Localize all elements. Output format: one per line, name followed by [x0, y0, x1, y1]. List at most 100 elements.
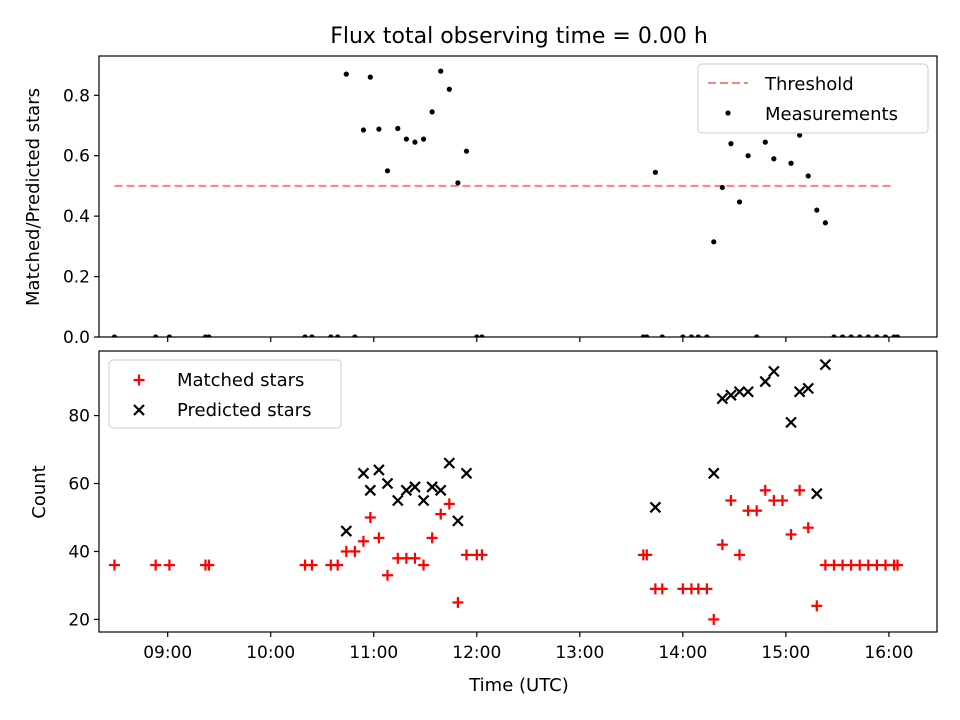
y-tick-label: 0.2 — [63, 268, 90, 288]
measurement-point — [745, 153, 751, 159]
matched-star-marker — [759, 484, 771, 496]
predicted-star-marker — [716, 392, 729, 405]
measurement-point — [343, 71, 349, 77]
predicted-star-marker — [649, 501, 662, 514]
measurement-point — [153, 334, 159, 337]
matched-star-marker — [108, 559, 120, 571]
matched-star-marker — [203, 559, 215, 571]
measurement-point — [395, 125, 401, 132]
x-tick-label: 13:00 — [555, 643, 604, 663]
legend-measurements-label: Measurements — [765, 104, 898, 125]
predicted-star-marker — [742, 385, 754, 398]
predicted-star-marker — [373, 464, 385, 476]
legend: Matched stars Predicted stars — [108, 359, 342, 429]
chart-title: Flux total observing time = 0.00 h — [330, 24, 708, 49]
y-tick-label: 20 — [68, 610, 90, 630]
measurement-point — [403, 136, 409, 142]
x-tick-label: 12:00 — [452, 643, 501, 663]
measurement-point — [754, 334, 760, 337]
measurement-point — [367, 74, 373, 80]
measurement-point — [719, 184, 725, 191]
measurement-point — [848, 334, 854, 337]
y-tick-label: 0.8 — [63, 86, 90, 106]
measurement-point — [429, 109, 435, 115]
x-tick-label: 16:00 — [864, 643, 913, 663]
measurement-point — [874, 334, 880, 337]
y-tick-label: 0.6 — [63, 147, 90, 167]
predicted-star-marker — [768, 365, 780, 378]
measurement-point — [762, 139, 768, 145]
matched-star-marker — [133, 374, 145, 386]
matched-star-marker — [794, 484, 806, 496]
matched-star-marker — [349, 545, 361, 557]
bottom-y-axis-label: Count — [29, 465, 50, 518]
measurement-point — [474, 334, 480, 337]
predicted-star-marker — [133, 404, 145, 416]
predicted-star-marker — [417, 494, 430, 507]
legend-matched-label: Matched stars — [177, 370, 304, 391]
predicted-star-marker — [802, 382, 814, 395]
predicted-star-marker — [460, 467, 473, 480]
predicted-star-marker — [793, 385, 806, 398]
matched-star-marker — [373, 532, 385, 544]
measurement-point — [788, 160, 794, 166]
x-tick-label: 14:00 — [658, 643, 707, 663]
predicted-star-marker — [759, 375, 772, 388]
top-plot: 0.0 0.2 0.4 0.6 0.8 Threshold Measurements — [63, 55, 938, 348]
measurement-point — [412, 139, 418, 145]
plot-area — [111, 68, 901, 337]
measurement-point — [704, 334, 710, 337]
predicted-star-marker — [811, 487, 823, 500]
predicted-star-marker — [381, 477, 394, 490]
y-tick-label: 40 — [68, 542, 90, 562]
matched-star-marker — [306, 559, 318, 571]
matched-star-marker — [701, 583, 713, 595]
matched-star-marker — [716, 539, 728, 551]
measurement-point — [360, 127, 367, 133]
matched-star-marker — [381, 569, 393, 581]
legend-frame — [108, 359, 342, 429]
measurement-point — [111, 334, 118, 337]
measurement-point — [455, 180, 461, 186]
x-tick-label: 09:00 — [143, 643, 192, 663]
predicted-star-marker — [357, 467, 370, 480]
measurement-point — [894, 334, 901, 337]
measurement-point — [335, 334, 341, 337]
measurement-point — [376, 126, 382, 132]
legend-measurements-swatch — [725, 110, 731, 116]
measurement-point — [695, 334, 701, 337]
matched-star-marker — [725, 495, 737, 507]
predicted-star-marker — [364, 484, 377, 497]
predicted-star-marker — [452, 515, 464, 527]
measurement-point — [659, 334, 665, 337]
matched-star-marker — [802, 522, 814, 534]
matched-star-marker — [426, 532, 438, 544]
matched-star-marker — [443, 498, 455, 510]
matched-star-marker — [357, 535, 369, 547]
matched-star-marker — [734, 549, 746, 561]
legend-predicted-label: Predicted stars — [177, 400, 311, 421]
plot-area — [108, 358, 904, 625]
matched-star-marker — [332, 559, 344, 571]
matched-star-marker — [476, 549, 488, 561]
measurement-point — [302, 334, 308, 337]
measurement-point — [680, 334, 686, 337]
measurement-point — [865, 334, 871, 337]
measurement-point — [805, 173, 811, 179]
measurement-point — [166, 334, 173, 337]
measurement-point — [644, 334, 650, 337]
matched-star-marker — [418, 559, 430, 571]
measurement-point — [688, 334, 695, 337]
bottom-plot: 20 40 60 80 09:00 10:00 11:00 12:00 13:00 14:00 15… — [68, 350, 938, 663]
legend: Threshold Measurements — [697, 63, 929, 134]
matched-star-marker — [656, 583, 668, 595]
y-tick-label: 60 — [68, 475, 90, 495]
measurement-point — [384, 168, 391, 174]
measurement-point — [814, 207, 820, 213]
measurement-point — [857, 334, 863, 337]
matched-star-marker — [435, 508, 447, 520]
predicted-star-marker — [733, 385, 746, 398]
y-tick-label: 80 — [68, 407, 90, 427]
measurement-point — [438, 68, 444, 74]
